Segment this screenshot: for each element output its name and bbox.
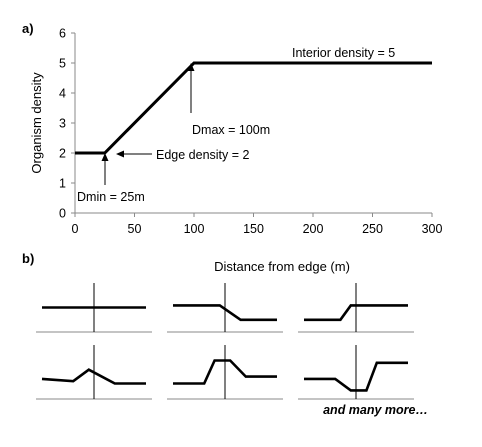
dmin-label: Dmin = 25m (77, 190, 145, 204)
dmin-arrowhead (101, 153, 109, 161)
mini-panel (36, 283, 152, 333)
panel-a-ticks: 0 50 100 150 200 250 300 0 1 2 3 4 5 6 (59, 27, 442, 237)
panel-a-label: a) (22, 21, 34, 36)
x-tick-label: 100 (184, 222, 205, 236)
panel-b-label: b) (22, 251, 34, 266)
y-tick-label: 3 (59, 117, 66, 131)
mini-panel (298, 283, 414, 333)
x-tick-label: 50 (128, 222, 142, 236)
mini-panel (167, 345, 283, 400)
interior-density-label: Interior density = 5 (292, 46, 395, 60)
mini-density-line (41, 368, 146, 385)
y-tick-label: 0 (59, 207, 66, 221)
mini-density-line (304, 361, 408, 392)
mini-panels (36, 283, 414, 400)
mini-panel (36, 345, 152, 400)
mini-panel (167, 283, 283, 333)
and-many-more-label: and many more… (323, 403, 428, 417)
x-tick-label: 0 (72, 222, 79, 236)
x-tick-label: 300 (422, 222, 443, 236)
y-tick-label: 1 (59, 177, 66, 191)
x-axis-label: Distance from edge (m) (214, 259, 350, 274)
y-tick-label: 5 (59, 57, 66, 71)
panel-a: a) 0 50 100 150 200 250 300 0 1 2 3 4 5 6 Interior de… (22, 21, 442, 274)
x-tick-label: 200 (303, 222, 324, 236)
y-tick-label: 2 (59, 147, 66, 161)
mini-density-line (173, 359, 277, 385)
panel-b: b) and many more… (22, 251, 428, 417)
dmax-label: Dmax = 100m (192, 123, 270, 137)
x-tick-label: 150 (243, 222, 264, 236)
y-tick-label: 6 (59, 27, 66, 41)
y-axis-label: Organism density (29, 72, 44, 174)
y-tick-label: 4 (59, 87, 66, 101)
mini-density-line (304, 304, 408, 322)
density-line (75, 61, 432, 155)
mini-panel (298, 345, 414, 400)
dmax-arrowhead (187, 63, 195, 71)
mini-density-line (173, 304, 277, 322)
edge-density-label: Edge density = 2 (156, 148, 250, 162)
edge-arrowhead (116, 150, 124, 158)
x-tick-label: 250 (362, 222, 383, 236)
